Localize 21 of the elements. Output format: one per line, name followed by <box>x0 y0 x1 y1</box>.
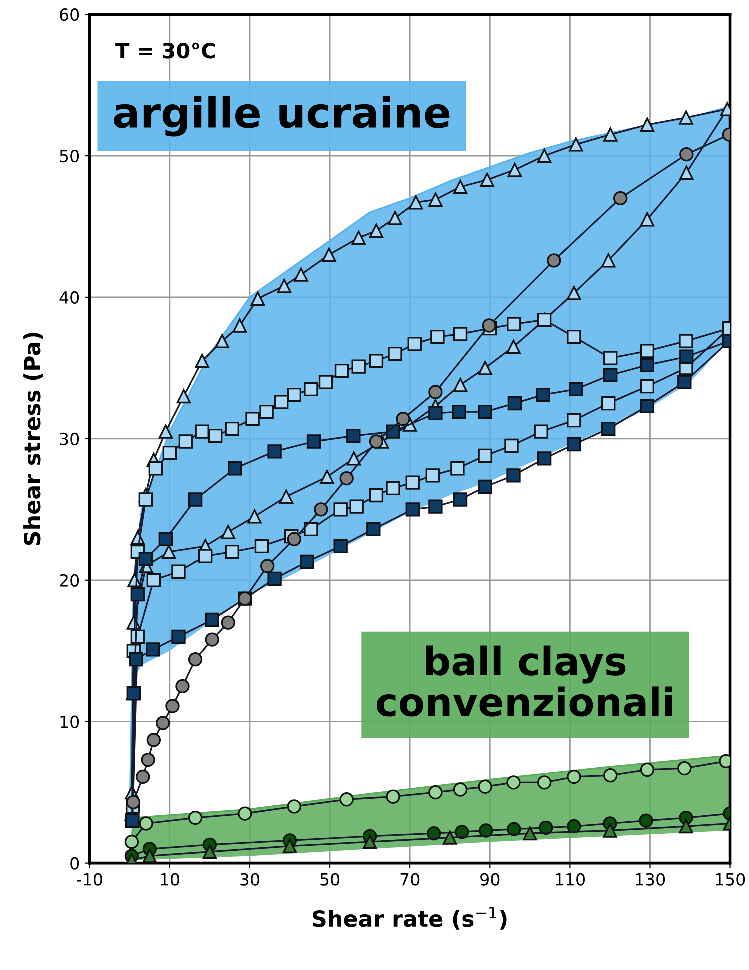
x-tick-label: 110 <box>556 873 585 886</box>
x-tick-label: 90 <box>480 873 500 886</box>
x-tick-label: 30 <box>240 873 260 886</box>
y-tick-label: 40 <box>60 291 80 304</box>
x-tick-label: 50 <box>320 873 340 886</box>
annotation: ball clays convenzionali <box>376 646 672 717</box>
annotation: T = 30°C <box>116 42 216 59</box>
x-tick-label: 130 <box>636 873 666 886</box>
x-tick-label: 10 <box>161 873 180 886</box>
y-tick-label: 60 <box>60 8 80 22</box>
x-tick-label: -10 <box>77 873 102 886</box>
x-tick-label: 70 <box>400 873 420 886</box>
x-axis-title: Shear rate (s$^{−1}$) <box>313 907 507 930</box>
y-tick-label: 20 <box>60 574 80 587</box>
x-tick-label: 150 <box>716 873 746 886</box>
y-tick-label: 50 <box>60 150 80 163</box>
annotation: argille ucraine <box>114 96 450 137</box>
y-tick-label: 30 <box>60 432 80 446</box>
y-axis-title: Shear stress (Pa) <box>24 332 44 546</box>
y-tick-label: 0 <box>70 857 80 870</box>
y-tick-label: 10 <box>60 716 80 728</box>
